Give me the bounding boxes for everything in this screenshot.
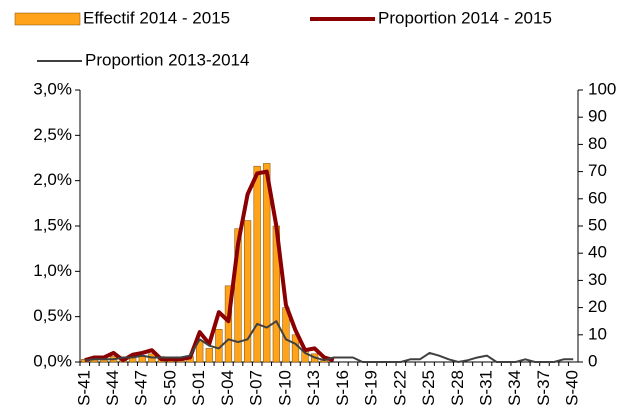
legend-label: Effectif 2014 - 2015: [83, 8, 230, 27]
legend-label: Proportion 2014 - 2015: [378, 8, 552, 27]
bar: [253, 165, 261, 363]
x-tick-label: S-34: [505, 370, 524, 406]
x-tick-label: S-19: [362, 370, 381, 406]
line: [84, 169, 335, 363]
x-tick-label: S-07: [247, 370, 266, 406]
y-tick-label: 1,0%: [33, 261, 72, 280]
x-tick-label: S-44: [103, 370, 122, 406]
x-tick-label: S-04: [218, 370, 237, 406]
bar: [205, 348, 213, 363]
x-tick-label: S-28: [448, 370, 467, 406]
y2-tick-label: 30: [588, 270, 607, 289]
x-tick-label: S-37: [534, 370, 553, 406]
y2-tick-label: 40: [588, 243, 607, 262]
bar: [138, 356, 146, 363]
x-tick-label: S-10: [275, 370, 294, 406]
y-tick-label: 2,0%: [33, 170, 72, 189]
y2-tick-label: 10: [588, 324, 607, 343]
y-tick-label: 3,0%: [33, 79, 72, 98]
line: [84, 320, 574, 363]
x-tick-label: S-40: [563, 370, 582, 406]
y-tick-label: 0,0%: [33, 351, 72, 370]
y2-tick-label: 20: [588, 297, 607, 316]
x-tick-label: S-25: [419, 370, 438, 406]
x-tick-label: S-47: [132, 370, 151, 406]
y2-tick-label: 50: [588, 215, 607, 234]
x-tick-label: S-41: [74, 370, 93, 406]
legend-swatch: [14, 12, 81, 26]
y2-tick-label: 60: [588, 188, 607, 207]
bar: [243, 220, 252, 363]
y2-tick-label: 70: [588, 161, 607, 180]
x-tick-label: S-16: [333, 370, 352, 406]
y-tick-label: 2,5%: [33, 125, 72, 144]
x-tick-label: S-31: [477, 370, 496, 406]
y2-tick-label: 0: [588, 351, 597, 370]
x-tick-label: S-13: [304, 370, 323, 406]
bar: [224, 285, 233, 363]
y2-tick-label: 90: [588, 107, 607, 126]
legend-label: Proportion 2013-2014: [85, 50, 249, 69]
y2-tick-label: 80: [588, 134, 607, 153]
x-tick-label: S-22: [390, 370, 409, 406]
y2-tick-label: 100: [588, 79, 616, 98]
y-tick-label: 0,5%: [33, 306, 72, 325]
bar: [263, 163, 271, 363]
x-tick-label: S-50: [160, 370, 179, 406]
y-tick-label: 1,5%: [33, 215, 72, 234]
x-tick-label: S-01: [189, 370, 208, 406]
bar: [234, 228, 242, 363]
